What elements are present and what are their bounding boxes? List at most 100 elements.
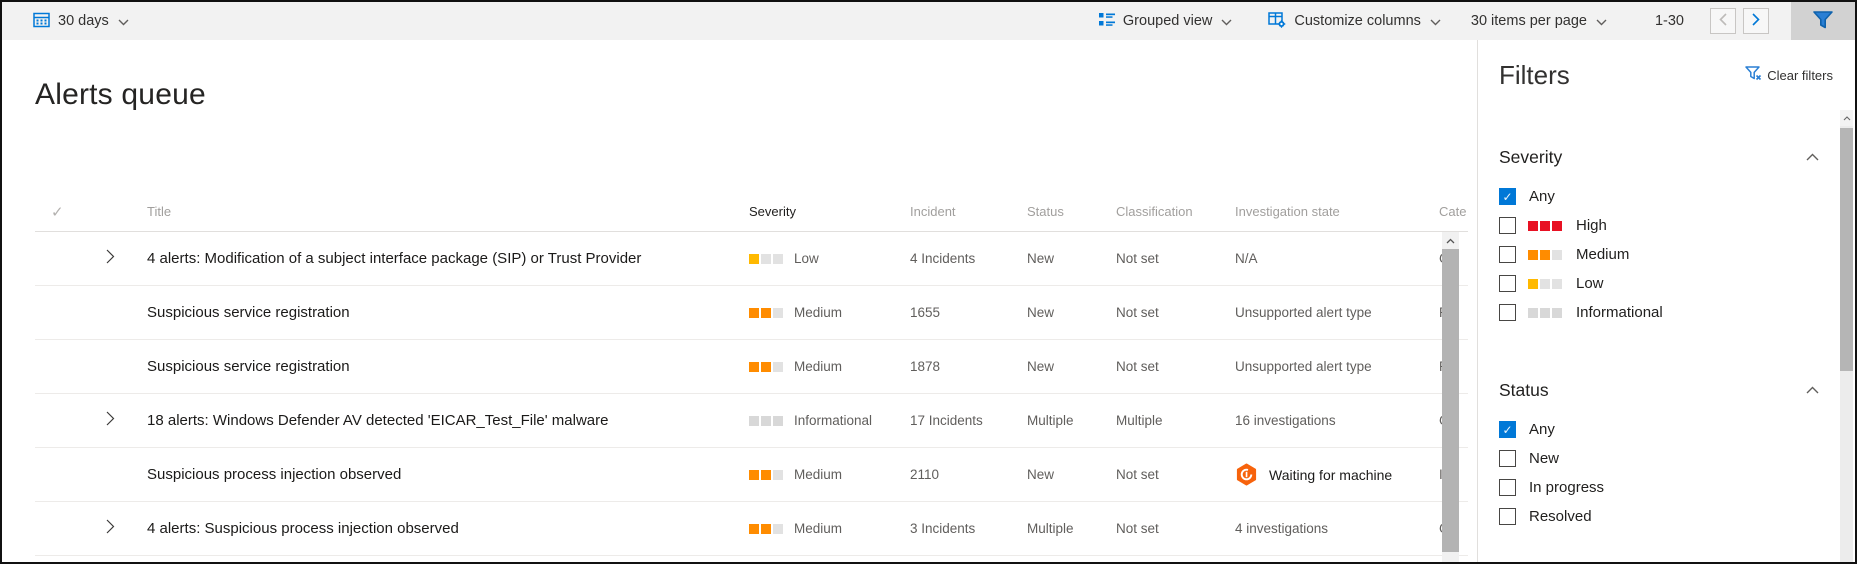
filter-section-header[interactable]: Status (1499, 377, 1855, 403)
scroll-up-arrow-icon[interactable] (1442, 232, 1459, 249)
filter-section: Status Any New In progress Resolved (1499, 377, 1855, 531)
column-header-incident[interactable]: Incident (910, 204, 956, 219)
filter-options: Any New In progress Resolved (1499, 415, 1855, 531)
checkbox[interactable] (1499, 304, 1516, 321)
severity-square (773, 361, 783, 372)
filter-option-label: Informational (1576, 304, 1663, 321)
prev-page-button[interactable] (1710, 8, 1736, 34)
severity-square (1552, 278, 1562, 289)
severity-indicator (749, 253, 785, 264)
column-header-investigation-state[interactable]: Investigation state (1235, 204, 1340, 219)
expand-chevron-icon[interactable] (106, 249, 147, 269)
expand-chevron-icon[interactable] (106, 519, 147, 539)
table-row[interactable]: Suspicious service registration Medium 1… (35, 286, 1468, 340)
severity-square (1528, 307, 1538, 318)
customize-columns-dropdown[interactable]: Customize columns (1268, 11, 1441, 31)
severity-square (1540, 220, 1550, 231)
severity-label: Medium (794, 521, 843, 536)
status-cell: Multiple (1027, 413, 1074, 428)
grouped-view-dropdown[interactable]: Grouped view (1098, 12, 1232, 31)
checkbox[interactable] (1499, 217, 1516, 234)
chevron-left-icon (1719, 13, 1727, 29)
severity-square (761, 415, 771, 426)
category-cell: I (1439, 467, 1443, 482)
table-scrollbar-thumb[interactable] (1442, 249, 1459, 552)
severity-square (1552, 220, 1562, 231)
filter-funnel-icon (1812, 10, 1834, 33)
checkbox[interactable] (1499, 508, 1516, 525)
severity-square (749, 415, 759, 426)
severity-square (1540, 278, 1550, 289)
column-header-status[interactable]: Status (1027, 204, 1064, 219)
filter-option-label: Medium (1576, 246, 1630, 263)
checkbox[interactable] (1499, 275, 1516, 292)
classification-cell: Not set (1116, 305, 1159, 320)
filter-option[interactable]: Any (1499, 182, 1855, 211)
filter-option[interactable]: New (1499, 444, 1855, 473)
investigation-state-cell: 4 investigations (1235, 521, 1329, 536)
severity-indicator (749, 469, 785, 480)
severity-square (1528, 220, 1538, 231)
next-page-button[interactable] (1743, 8, 1769, 34)
filter-option-label: Any (1529, 421, 1555, 438)
severity-square (1552, 249, 1562, 260)
status-cell: Multiple (1027, 521, 1074, 536)
expand-chevron-icon[interactable] (106, 411, 147, 431)
table-header: ✓ Title Severity Incident Status Classif… (35, 192, 1468, 232)
incident-cell: 4 Incidents (910, 251, 976, 266)
checkbox[interactable] (1499, 246, 1516, 263)
scroll-up-arrow-icon[interactable] (1840, 110, 1853, 126)
incident-cell: 3 Incidents (910, 521, 976, 536)
filter-option[interactable]: Resolved (1499, 502, 1855, 531)
clear-filters-button[interactable]: Clear filters (1745, 66, 1833, 84)
severity-square (773, 307, 783, 318)
severity-square (1528, 278, 1538, 289)
table-body: 4 alerts: Modification of a subject inte… (35, 232, 1468, 556)
classification-cell: Not set (1116, 467, 1159, 482)
table-scrollbar[interactable] (1442, 232, 1459, 562)
checkbox[interactable] (1499, 450, 1516, 467)
column-header-category[interactable]: Cate (1439, 204, 1467, 219)
severity-square (773, 415, 783, 426)
panel-scrollbar-thumb[interactable] (1840, 128, 1853, 371)
filter-option[interactable]: In progress (1499, 473, 1855, 502)
checkbox[interactable] (1499, 188, 1516, 205)
grouped-view-label: Grouped view (1122, 13, 1213, 29)
checkbox[interactable] (1499, 479, 1516, 496)
table-row[interactable]: 18 alerts: Windows Defender AV detected … (35, 394, 1468, 448)
column-header-classification[interactable]: Classification (1116, 204, 1193, 219)
collapse-chevron-icon[interactable] (1806, 148, 1819, 166)
investigation-state-cell: N/A (1235, 251, 1258, 266)
calendar-icon (33, 11, 50, 31)
severity-square (749, 469, 759, 480)
items-per-page-dropdown[interactable]: 30 items per page (1471, 13, 1607, 29)
filter-option[interactable]: Medium (1499, 240, 1855, 269)
column-header-title[interactable]: Title (147, 204, 172, 219)
table-row[interactable]: 4 alerts: Modification of a subject inte… (35, 232, 1468, 286)
checkbox[interactable] (1499, 421, 1516, 438)
filter-option-label: In progress (1529, 479, 1605, 496)
filter-option[interactable]: Low (1499, 269, 1855, 298)
classification-cell: Not set (1116, 521, 1159, 536)
time-range-dropdown[interactable]: 30 days (33, 11, 129, 31)
panel-scrollbar[interactable] (1840, 110, 1853, 562)
filter-option[interactable]: Any (1499, 415, 1855, 444)
filters-header: Filters Clear filters (1499, 56, 1855, 94)
filter-option[interactable]: Informational (1499, 298, 1855, 327)
select-all-checkmark[interactable]: ✓ (51, 203, 64, 221)
filter-section-title: Severity (1499, 146, 1563, 167)
grouped-view-icon (1098, 12, 1115, 31)
table-row[interactable]: Suspicious service registration Medium 1… (35, 340, 1468, 394)
chevron-down-icon (1430, 13, 1441, 29)
collapse-chevron-icon[interactable] (1806, 381, 1819, 399)
table-row[interactable]: Suspicious process injection observed Me… (35, 448, 1468, 502)
filter-toggle-button[interactable] (1791, 2, 1855, 40)
severity-square (1540, 249, 1550, 260)
filter-section-header[interactable]: Severity (1499, 144, 1855, 170)
investigation-state-cell: Unsupported alert type (1235, 305, 1372, 320)
table-row[interactable]: 4 alerts: Suspicious process injection o… (35, 502, 1468, 556)
chevron-right-icon (1752, 13, 1760, 29)
alerts-content: Alerts queue ✓ Title Severity Incident S… (2, 40, 1477, 562)
filter-option[interactable]: High (1499, 211, 1855, 240)
column-header-severity[interactable]: Severity (749, 204, 796, 219)
